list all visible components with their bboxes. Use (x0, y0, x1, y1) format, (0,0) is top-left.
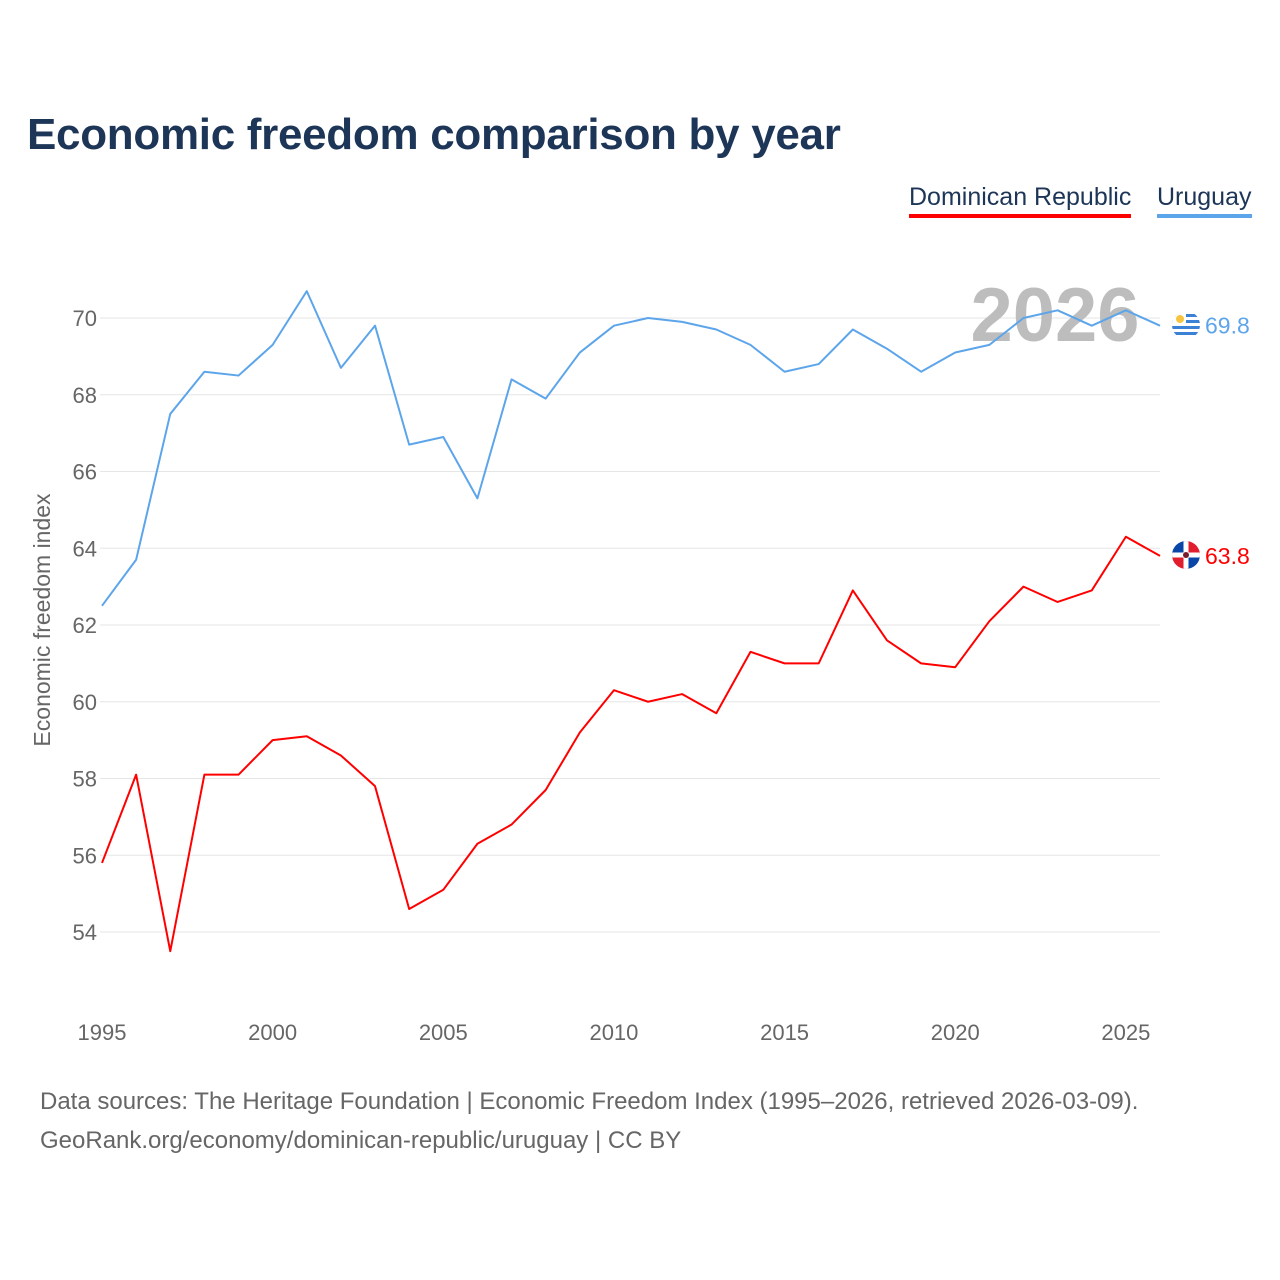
y-tick-label: 58 (73, 767, 97, 792)
x-tick-label: 2005 (419, 1020, 468, 1045)
legend-dominican-republic[interactable]: Dominican Republic (909, 183, 1132, 218)
source-note: Data sources: The Heritage Foundation | … (40, 1088, 1139, 1115)
chart-title: Economic freedom comparison by year (27, 110, 841, 159)
uruguay-end-label: 69.8 (1205, 313, 1250, 339)
x-tick-label: 2015 (760, 1020, 809, 1045)
legend-uruguay[interactable]: Uruguay (1157, 183, 1252, 218)
dominican-republic-flag-icon (1172, 541, 1200, 569)
x-tick-label: 2025 (1101, 1020, 1150, 1045)
y-tick-label: 64 (73, 536, 97, 561)
y-tick-label: 54 (73, 920, 97, 945)
y-tick-label: 68 (73, 383, 97, 408)
y-tick-label: 70 (73, 306, 97, 331)
year-watermark: 2026 (970, 273, 1139, 358)
x-tick-label: 2000 (248, 1020, 297, 1045)
x-tick-label: 2010 (589, 1020, 638, 1045)
x-tick-label: 1995 (78, 1020, 127, 1045)
y-tick-label: 66 (73, 460, 97, 485)
dominican-republic-end-label: 63.8 (1205, 543, 1250, 569)
y-tick-label: 60 (73, 690, 97, 715)
y-tick-label: 62 (73, 613, 97, 638)
y-tick-label: 56 (73, 843, 97, 868)
uruguay-flag-icon (1172, 311, 1200, 339)
x-tick-label: 2020 (931, 1020, 980, 1045)
y-axis-label: Economic freedom index (29, 493, 55, 747)
source-url: GeoRank.org/economy/dominican-republic/u… (40, 1127, 682, 1154)
uruguay-series-line (101, 290, 1161, 607)
dominican-republic-series-line (101, 535, 1161, 953)
line-chart: 54 56 58 60 62 64 66 68 70 1995 2000 2005 2010 2015 20… (29, 273, 1250, 1045)
